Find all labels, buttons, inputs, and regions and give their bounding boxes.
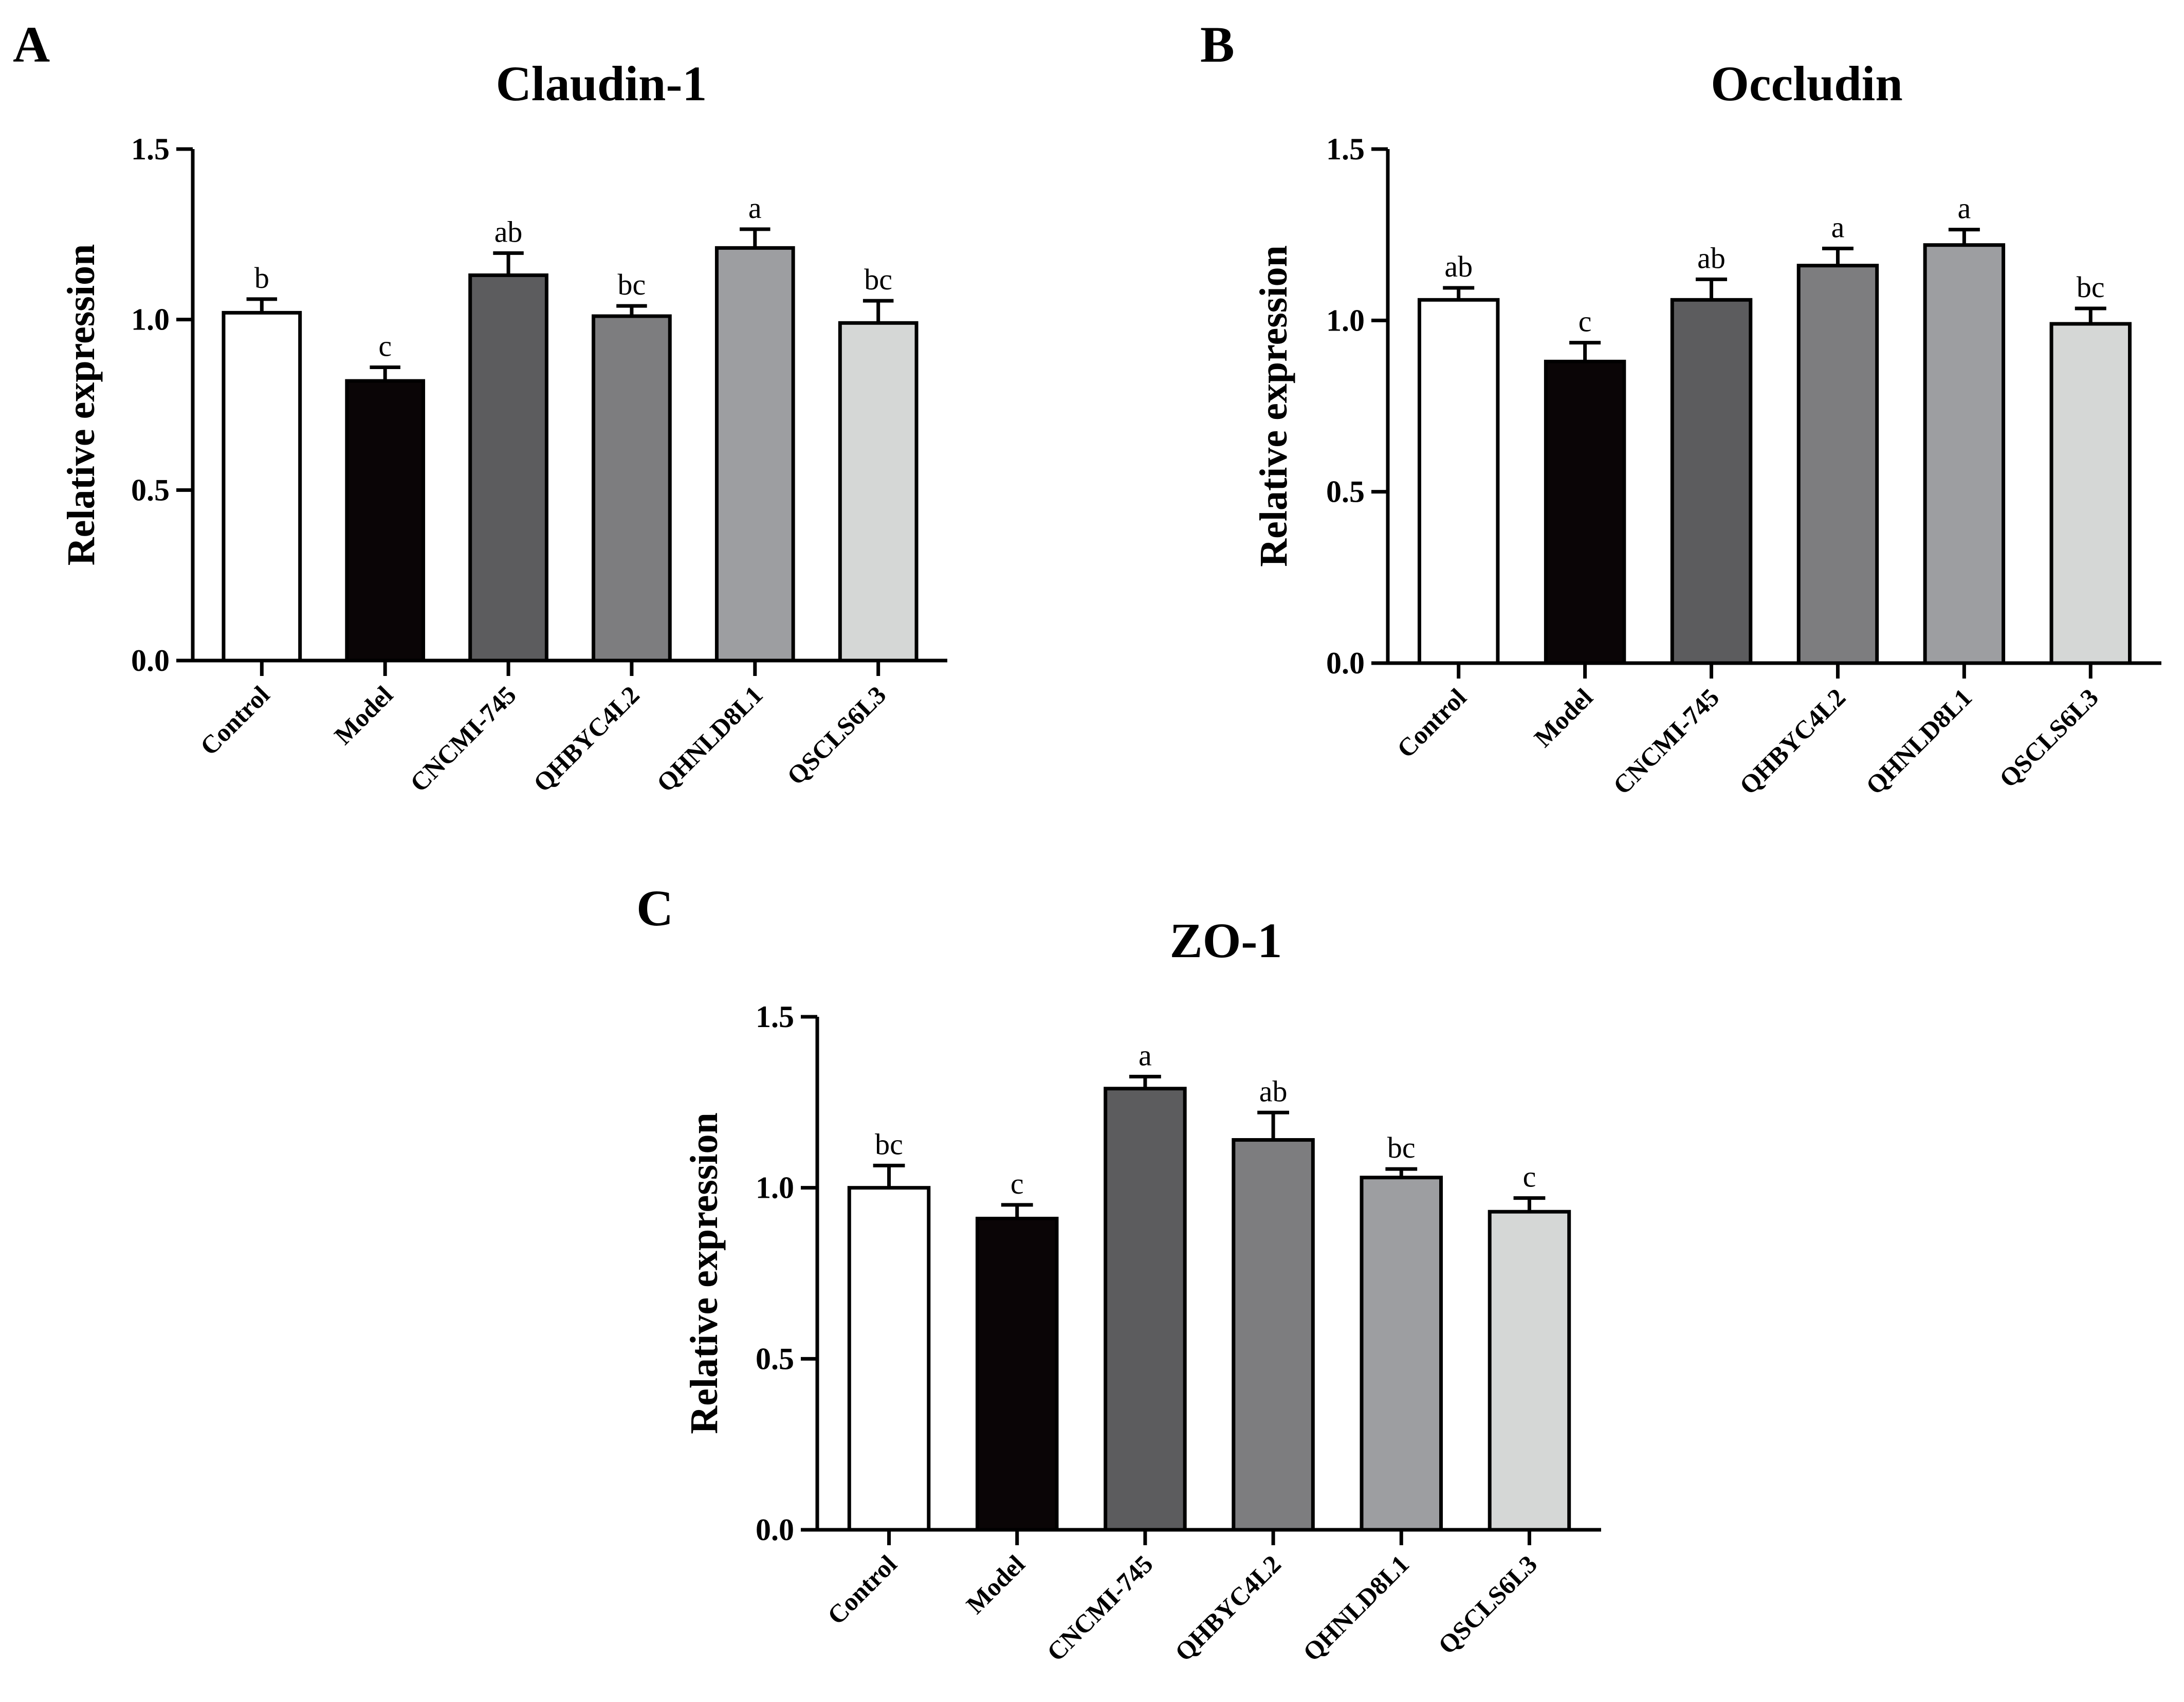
panel-letter: A [13, 16, 50, 73]
error-bar [2075, 306, 2106, 324]
panel-letter: B [1200, 16, 1235, 73]
bar [838, 321, 919, 663]
category-label: QSCLS6L3 [1433, 1549, 1543, 1659]
significance-label: a [748, 191, 762, 225]
y-tick-label: 0.5 [1326, 475, 1365, 509]
significance-label: c [1579, 305, 1592, 338]
category-label: Model [961, 1549, 1031, 1619]
y-tick-label: 1.5 [1326, 132, 1365, 166]
chart-title: ZO-1 [1170, 913, 1282, 968]
error-bar [1696, 277, 1728, 300]
bar [1104, 1087, 1187, 1532]
error-bar [493, 251, 524, 276]
bar [468, 273, 548, 663]
error-bar [862, 299, 894, 323]
y-tick-label: 1.0 [756, 1171, 794, 1205]
category-label: CNCMI-745 [1607, 683, 1724, 800]
bar [1544, 359, 1626, 665]
error-bar [1257, 1110, 1289, 1140]
category-label: CNCMI-745 [1041, 1549, 1159, 1667]
bar [714, 246, 795, 663]
error-bar [616, 304, 647, 317]
category-label: Control [1391, 683, 1472, 763]
error-bar [1001, 1203, 1033, 1219]
significance-label: bc [618, 268, 646, 301]
category-label: Model [1529, 683, 1599, 753]
chart-panel-c: C ZO-1 Relative expression 0.00.51.01.5 … [636, 880, 1601, 1667]
error-bar [1569, 341, 1601, 362]
category-label: QHNLD8L1 [651, 680, 768, 797]
significance-label: b [254, 261, 269, 295]
error-bar [1443, 286, 1475, 300]
bar [975, 1217, 1059, 1532]
category-label: QHNLD8L1 [1297, 1549, 1415, 1667]
error-bar [1129, 1074, 1161, 1089]
significance-label: bc [1387, 1131, 1416, 1164]
error-bar [370, 365, 400, 381]
y-tick-label: 1.0 [1326, 303, 1365, 337]
bar [1670, 298, 1753, 665]
bar [222, 310, 302, 663]
bar [1488, 1210, 1571, 1532]
category-label: QHBYC4L2 [528, 680, 645, 797]
significance-label: c [1523, 1160, 1536, 1194]
significance-label: c [378, 330, 392, 363]
y-tick-label: 0.0 [1326, 646, 1365, 680]
bar [1417, 298, 1500, 665]
significance-label: bc [2077, 270, 2105, 304]
significance-label: a [1831, 210, 1845, 244]
category-label: CNCMI-745 [405, 680, 522, 797]
y-tick-label: 0.0 [131, 644, 170, 678]
error-bar [1948, 228, 1980, 245]
significance-label: bc [864, 263, 892, 296]
category-label: Model [328, 680, 398, 750]
y-tick-label: 1.5 [131, 132, 170, 166]
chart-title: Occludin [1711, 56, 1902, 111]
category-label: QHBYC4L2 [1734, 683, 1851, 800]
y-tick-label: 1.0 [131, 303, 170, 337]
y-tick-label: 0.5 [756, 1342, 794, 1376]
y-tick-label: 1.5 [756, 1000, 794, 1034]
significance-label: ab [494, 215, 523, 248]
category-label: QSCLS6L3 [1994, 683, 2104, 793]
bar [1232, 1138, 1315, 1532]
chart-panel-b: B Occludin Relative expression 0.0 0.5 1.0… [1200, 16, 2161, 800]
y-tick-label: 0.5 [131, 473, 170, 507]
bar [847, 1186, 931, 1532]
panel-letter: C [636, 880, 673, 937]
error-bar [740, 227, 770, 248]
category-label: QHNLD8L1 [1860, 683, 1977, 800]
category-label: QSCLS6L3 [781, 680, 891, 790]
significance-label: ab [1259, 1074, 1288, 1108]
y-tick-label: 0.0 [756, 1513, 794, 1547]
bar [592, 314, 672, 663]
significance-label: ab [1697, 241, 1726, 274]
category-label: QHBYC4L2 [1169, 1549, 1287, 1667]
bar [1923, 243, 2006, 665]
error-bar [1822, 246, 1853, 266]
category-label: Control [194, 680, 275, 761]
y-axis-label: Relative expression [60, 244, 103, 566]
significance-label: a [1139, 1038, 1152, 1072]
bar [2049, 322, 2132, 665]
error-bar [1513, 1196, 1546, 1212]
significance-label: c [1011, 1167, 1024, 1200]
bar [1796, 264, 1879, 665]
bar [1360, 1176, 1443, 1532]
error-bar [873, 1163, 905, 1188]
significance-label: a [1957, 192, 1971, 225]
chart-title: Claudin-1 [496, 56, 707, 111]
category-label: Control [822, 1549, 903, 1630]
y-axis-label: Relative expression [1252, 245, 1295, 567]
bar [345, 379, 426, 663]
error-bar [1385, 1167, 1418, 1178]
chart-panel-a: A Claudin-1 Relative expression 0.0 0.5 1.… [13, 16, 947, 797]
y-axis-label: Relative expression [683, 1112, 726, 1434]
significance-label: bc [875, 1127, 903, 1161]
significance-label: ab [1444, 250, 1473, 283]
error-bar [246, 297, 278, 313]
